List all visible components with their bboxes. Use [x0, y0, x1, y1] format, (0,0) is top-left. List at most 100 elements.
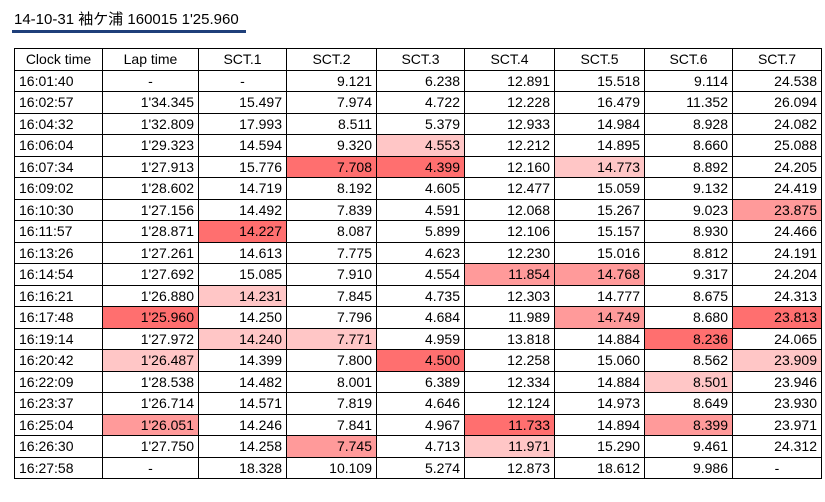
- column-header-sct7: SCT.7: [732, 48, 822, 71]
- cell-lap-time: 1'27.913: [102, 155, 199, 178]
- cell-clock-time: 16:17:48: [14, 306, 103, 329]
- cell-sct6: 8.660: [644, 134, 733, 157]
- cell-sct3: 4.500: [376, 349, 465, 372]
- table-row: 16:14:54 1'27.692 15.085 7.910 4.554 11.854 14…: [14, 263, 822, 286]
- cell-sct6: 9.114: [644, 69, 733, 92]
- cell-sct7: 24.205: [732, 155, 822, 178]
- cell-sct7: 24.313: [732, 284, 822, 307]
- cell-sct6: 8.812: [644, 241, 733, 264]
- table-row: 16:07:34 1'27.913 15.776 7.708 4.399 12.160 14…: [14, 155, 822, 178]
- cell-sct4: 12.068: [464, 198, 555, 221]
- cell-sct1: 14.482: [198, 370, 287, 393]
- cell-sct2: 7.819: [286, 392, 377, 415]
- cell-sct2: 7.839: [286, 198, 377, 221]
- cell-lap-time: 1'27.261: [102, 241, 199, 264]
- cell-lap-time: 1'25.960: [102, 306, 199, 329]
- cell-sct4: 12.891: [464, 69, 555, 92]
- table-row: 16:17:48 1'25.960 14.250 7.796 4.684 11.989 14…: [14, 306, 822, 329]
- cell-sct7: 24.538: [732, 69, 822, 92]
- cell-sct4: 11.989: [464, 306, 555, 329]
- cell-sct3: 4.623: [376, 241, 465, 264]
- cell-sct1: 14.613: [198, 241, 287, 264]
- cell-sct6: 8.675: [644, 284, 733, 307]
- cell-sct6: 8.928: [644, 112, 733, 135]
- cell-sct7: 24.204: [732, 263, 822, 286]
- table-row: 16:23:37 1'26.714 14.571 7.819 4.646 12.124 14…: [14, 392, 822, 415]
- cell-sct5: 14.894: [554, 413, 645, 436]
- cell-clock-time: 16:11:57: [14, 220, 103, 243]
- cell-clock-time: 16:20:42: [14, 349, 103, 372]
- cell-sct3: 4.399: [376, 155, 465, 178]
- cell-sct3: 4.967: [376, 413, 465, 436]
- cell-lap-time: -: [102, 456, 199, 479]
- cell-sct7: 23.909: [732, 349, 822, 372]
- cell-sct7: 24.065: [732, 327, 822, 350]
- cell-lap-time: 1'26.487: [102, 349, 199, 372]
- cell-sct4: 12.477: [464, 177, 555, 200]
- cell-sct3: 5.899: [376, 220, 465, 243]
- table-row: 16:16:21 1'26.880 14.231 7.845 4.735 12.303 14…: [14, 284, 822, 307]
- page-title: 14-10-31 袖ケ浦 160015 1'25.960: [14, 11, 239, 28]
- cell-sct4: 12.124: [464, 392, 555, 415]
- cell-sct3: 4.713: [376, 435, 465, 458]
- cell-sct4: 12.212: [464, 134, 555, 157]
- cell-sct2: 7.910: [286, 263, 377, 286]
- cell-sct1: 15.085: [198, 263, 287, 286]
- cell-sct1: 14.594: [198, 134, 287, 157]
- cell-lap-time: 1'29.323: [102, 134, 199, 157]
- cell-sct3: 4.684: [376, 306, 465, 329]
- cell-sct2: 7.708: [286, 155, 377, 178]
- cell-sct3: 4.735: [376, 284, 465, 307]
- cell-sct3: 4.646: [376, 392, 465, 415]
- cell-lap-time: 1'27.156: [102, 198, 199, 221]
- cell-sct2: 8.511: [286, 112, 377, 135]
- cell-sct5: 15.059: [554, 177, 645, 200]
- table-row: 16:26:30 1'27.750 14.258 7.745 4.713 11.971 15…: [14, 435, 822, 458]
- cell-sct5: 14.895: [554, 134, 645, 157]
- cell-sct6: 8.680: [644, 306, 733, 329]
- table-row: 16:06:04 1'29.323 14.594 9.320 4.553 12.212 14…: [14, 134, 822, 157]
- table-row: 16:11:57 1'28.871 14.227 8.087 5.899 12.106 15…: [14, 220, 822, 243]
- cell-sct6: 9.461: [644, 435, 733, 458]
- cell-sct1: 14.246: [198, 413, 287, 436]
- cell-lap-time: -: [102, 69, 199, 92]
- column-header-sct4: SCT.4: [464, 48, 555, 71]
- cell-sct7: 23.875: [732, 198, 822, 221]
- cell-sct6: 9.986: [644, 456, 733, 479]
- cell-clock-time: 16:27:58: [14, 456, 103, 479]
- cell-sct2: 9.121: [286, 69, 377, 92]
- cell-sct6: 8.501: [644, 370, 733, 393]
- cell-lap-time: 1'26.051: [102, 413, 199, 436]
- cell-sct4: 11.733: [464, 413, 555, 436]
- cell-sct1: 14.399: [198, 349, 287, 372]
- cell-sct2: 7.775: [286, 241, 377, 264]
- cell-lap-time: 1'28.538: [102, 370, 199, 393]
- column-header-sct6: SCT.6: [644, 48, 733, 71]
- cell-clock-time: 16:25:04: [14, 413, 103, 436]
- cell-sct1: 14.231: [198, 284, 287, 307]
- table-row: 16:19:14 1'27.972 14.240 7.771 4.959 13.818 14…: [14, 327, 822, 350]
- cell-sct2: 7.841: [286, 413, 377, 436]
- cell-sct1: 14.240: [198, 327, 287, 350]
- cell-sct6: 9.023: [644, 198, 733, 221]
- cell-sct4: 11.854: [464, 263, 555, 286]
- cell-sct2: 7.845: [286, 284, 377, 307]
- cell-sct7: 24.191: [732, 241, 822, 264]
- cell-sct4: 12.106: [464, 220, 555, 243]
- cell-sct7: 23.813: [732, 306, 822, 329]
- table-row: 16:27:58-18.328 10.109 5.274 12.873 18.612 9.…: [14, 456, 822, 479]
- table-row: 16:01:40- -9.121 6.238 12.891 15.518 9.114 24.…: [14, 69, 822, 92]
- cell-lap-time: 1'26.880: [102, 284, 199, 307]
- cell-sct4: 12.303: [464, 284, 555, 307]
- cell-sct5: 15.016: [554, 241, 645, 264]
- cell-sct7: 25.088: [732, 134, 822, 157]
- cell-sct2: 8.087: [286, 220, 377, 243]
- cell-clock-time: 16:14:54: [14, 263, 103, 286]
- cell-sct7: 23.971: [732, 413, 822, 436]
- cell-sct5: 14.973: [554, 392, 645, 415]
- cell-sct2: 8.192: [286, 177, 377, 200]
- cell-lap-time: 1'28.602: [102, 177, 199, 200]
- lap-times-table: Clock time Lap time SCT.1 SCT.2 SCT.3 SC…: [14, 48, 822, 479]
- column-header-sct3: SCT.3: [376, 48, 465, 71]
- cell-sct4: 11.971: [464, 435, 555, 458]
